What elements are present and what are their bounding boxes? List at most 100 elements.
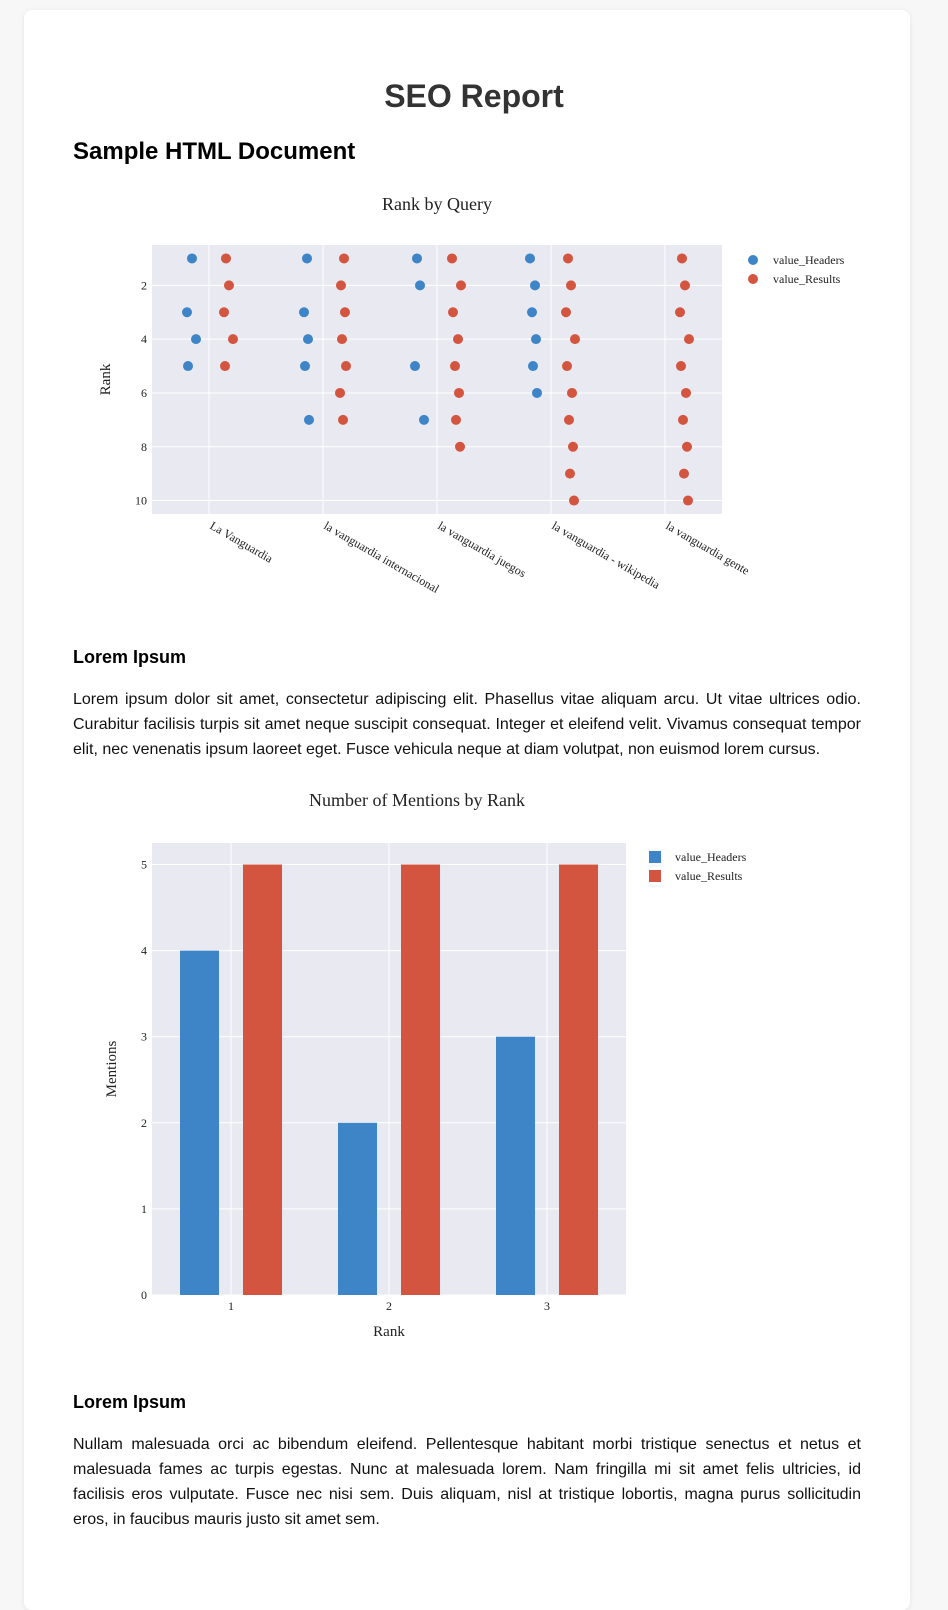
legend-marker: [649, 851, 661, 863]
point: [182, 307, 192, 318]
point: [681, 387, 691, 398]
point: [677, 253, 687, 264]
y-tick-label: 4: [141, 944, 147, 958]
x-tick-label: 3: [544, 1299, 550, 1313]
point: [415, 280, 425, 291]
legend-label: value_Results: [675, 869, 743, 883]
x-tick-label: 2: [386, 1299, 392, 1313]
point: [683, 495, 693, 506]
x-tick-label: la vanguardia gente: [664, 518, 752, 577]
point: [569, 495, 579, 506]
point: [527, 307, 537, 318]
chart-title: Number of Mentions by Rank: [309, 790, 525, 810]
point: [221, 253, 231, 264]
point: [456, 280, 466, 291]
point: [678, 414, 688, 425]
x-tick-label: la vanguardia juegos: [436, 518, 529, 580]
x-axis-label: Rank: [373, 1324, 405, 1340]
point: [684, 334, 694, 345]
point: [337, 334, 347, 345]
section-text: Lorem ipsum dolor sit amet, consectetur …: [73, 691, 861, 758]
legend-marker: [748, 274, 758, 284]
point: [339, 253, 349, 264]
point: [531, 334, 541, 345]
bar: [243, 864, 283, 1295]
point: [561, 307, 571, 318]
legend-label: value_Headers: [675, 850, 747, 864]
point: [682, 441, 692, 452]
y-axis-label: Rank: [98, 363, 114, 395]
point: [303, 334, 313, 345]
point: [528, 361, 538, 372]
legend-label: value_Headers: [773, 253, 845, 267]
point: [680, 280, 690, 291]
point: [450, 361, 460, 372]
point: [340, 307, 350, 318]
point: [183, 361, 193, 372]
chart-title: Rank by Query: [382, 194, 492, 214]
point: [562, 361, 572, 372]
x-tick-label: 1: [228, 1299, 234, 1313]
y-tick-label: 5: [141, 858, 147, 872]
y-tick-label: 10: [135, 494, 147, 508]
point: [566, 280, 576, 291]
point: [412, 253, 422, 264]
point: [335, 387, 345, 398]
point: [302, 253, 312, 264]
page-subtitle: Sample HTML Document: [73, 138, 356, 165]
point: [525, 253, 535, 264]
point: [453, 334, 463, 345]
point: [563, 253, 573, 264]
point: [300, 361, 310, 372]
point: [679, 468, 689, 479]
point: [341, 361, 351, 372]
y-axis-label: Mentions: [104, 1041, 120, 1098]
chart: Rank by Query 2 4 6 8 10 La Vanguardia la vangu…: [98, 194, 845, 596]
y-tick-label: 2: [141, 278, 147, 292]
legend-marker: [649, 870, 661, 882]
point: [451, 414, 461, 425]
section-text: Nullam malesuada orci ac bibendum eleife…: [73, 1436, 861, 1528]
x-tick-label: la vanguardia - wikipedia: [550, 518, 663, 592]
point: [568, 441, 578, 452]
y-tick-label: 0: [141, 1288, 147, 1302]
y-tick-label: 1: [141, 1202, 147, 1216]
y-tick-label: 8: [141, 440, 147, 454]
bar: [559, 864, 599, 1295]
point: [570, 334, 580, 345]
point: [454, 387, 464, 398]
point: [187, 253, 197, 264]
y-tick-label: 3: [141, 1030, 147, 1044]
point: [448, 307, 458, 318]
point: [532, 387, 542, 398]
point: [299, 307, 309, 318]
legend-marker: [748, 255, 758, 265]
point: [336, 280, 346, 291]
point: [338, 414, 348, 425]
point: [530, 280, 540, 291]
bar: [496, 1036, 536, 1295]
bar: [401, 864, 441, 1295]
point: [567, 387, 577, 398]
point: [675, 307, 685, 318]
point: [455, 441, 465, 452]
point: [419, 414, 429, 425]
point: [220, 361, 230, 372]
section-heading: Lorem Ipsum: [73, 647, 187, 667]
y-tick-label: 4: [141, 332, 147, 346]
point: [224, 280, 234, 291]
bar: [338, 1122, 378, 1295]
point: [565, 468, 575, 479]
point: [447, 253, 457, 264]
point: [564, 414, 574, 425]
y-tick-label: 6: [141, 386, 147, 400]
point: [676, 361, 686, 372]
x-tick-label: la vanguardia internacional: [322, 518, 443, 596]
page-title: SEO Report: [384, 78, 564, 114]
point: [228, 334, 238, 345]
bar: [180, 950, 220, 1295]
section-heading: Lorem Ipsum: [73, 1392, 187, 1412]
y-tick-label: 2: [141, 1116, 147, 1130]
point: [304, 414, 314, 425]
